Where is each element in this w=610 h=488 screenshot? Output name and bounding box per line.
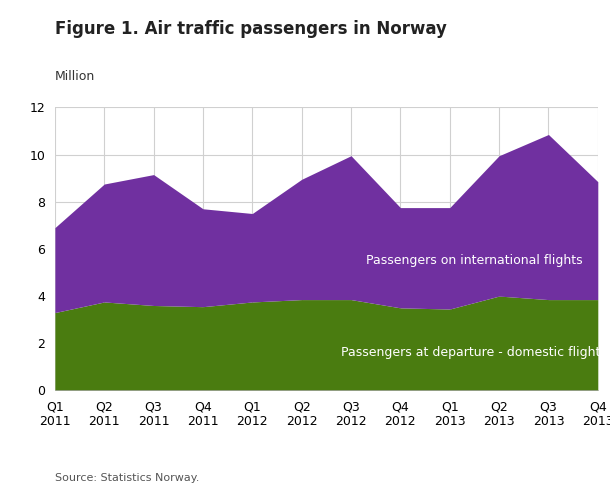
Text: Source: Statistics Norway.: Source: Statistics Norway. (55, 473, 199, 483)
Text: Passengers on international flights: Passengers on international flights (366, 254, 583, 267)
Text: Million: Million (55, 70, 95, 83)
Text: Figure 1. Air traffic passengers in Norway: Figure 1. Air traffic passengers in Norw… (55, 20, 447, 38)
Text: Passengers at departure - domestic flights: Passengers at departure - domestic fligh… (342, 346, 608, 359)
